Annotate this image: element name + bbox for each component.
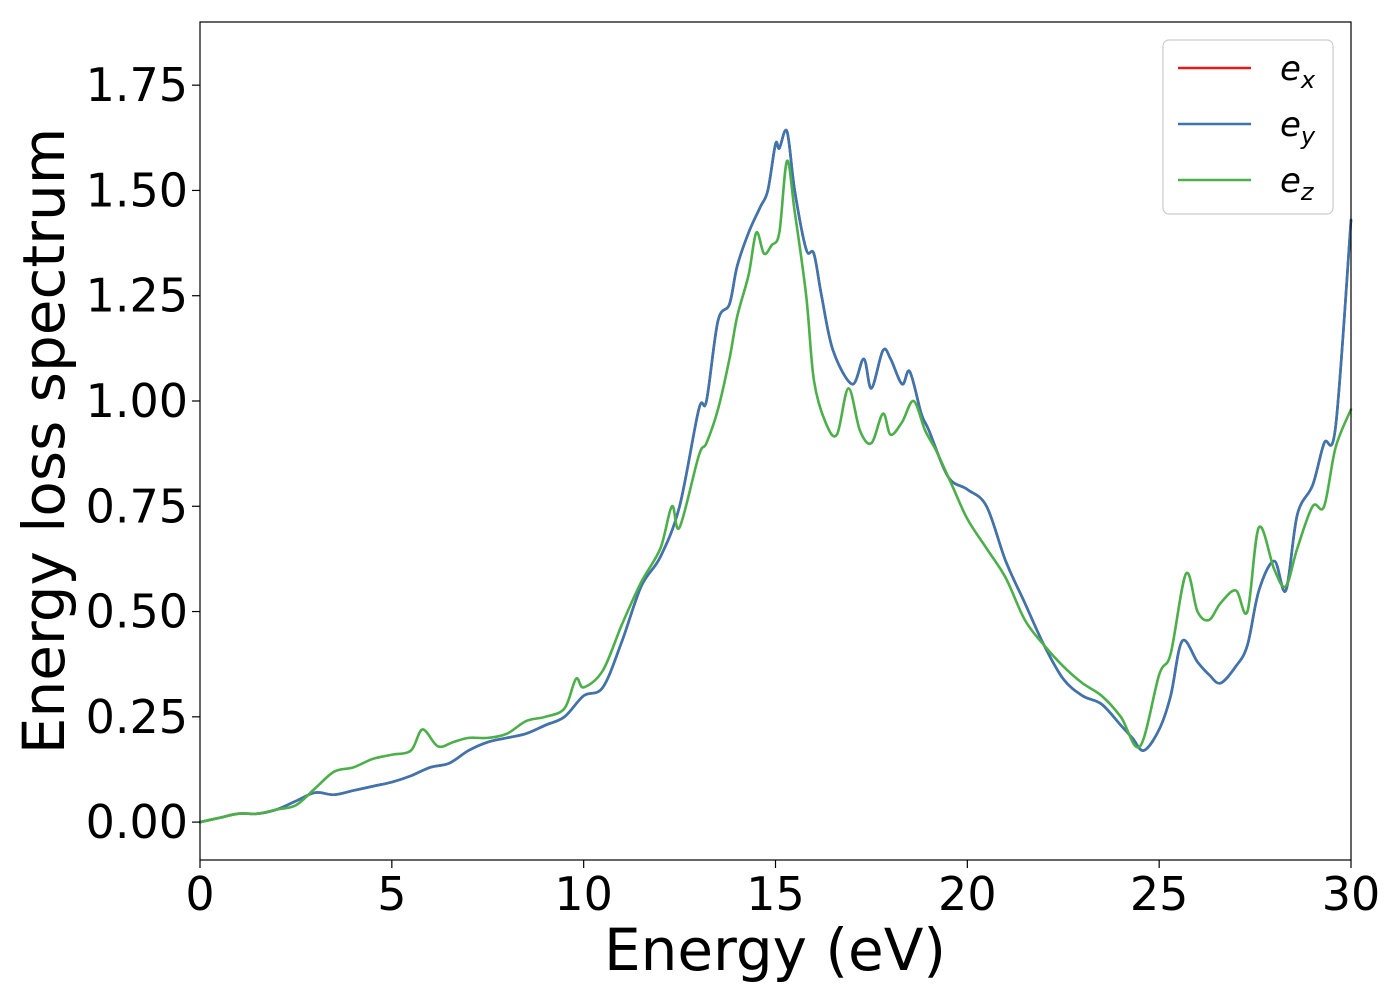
y-tick-label: 0.75 xyxy=(86,479,188,533)
legend-label-x: ex xyxy=(1280,49,1316,94)
x-tick-label: 0 xyxy=(185,867,214,921)
x-tick-label: 5 xyxy=(377,867,406,921)
y-tick-label: 0.50 xyxy=(86,585,188,639)
series-layer xyxy=(198,128,1353,824)
legend-label-y: ey xyxy=(1280,105,1316,150)
x-axis: 0 5 10 15 20 25 30 xyxy=(185,860,1380,921)
y-tick-label: 1.50 xyxy=(86,163,188,217)
series-line-z xyxy=(198,159,1353,824)
x-axis-title: Energy (eV) xyxy=(604,916,946,984)
y-axis: 0.00 0.25 0.50 0.75 1.00 1.25 1.50 1.75 xyxy=(86,58,200,849)
x-tick-label: 20 xyxy=(938,867,997,921)
y-tick-label: 1.25 xyxy=(86,269,188,323)
y-axis-title: Energy loss spectrum xyxy=(10,128,78,754)
x-tick-label: 30 xyxy=(1322,867,1381,921)
x-tick-label: 10 xyxy=(554,867,613,921)
x-tick-label: 15 xyxy=(746,867,805,921)
series-line-y xyxy=(198,128,1353,824)
y-tick-label: 1.00 xyxy=(86,374,188,428)
legend: ex ey ez xyxy=(1162,39,1334,215)
y-tick-label: 0.25 xyxy=(86,690,188,744)
y-tick-label: 1.75 xyxy=(86,58,188,112)
legend-label-z: ez xyxy=(1280,161,1315,206)
x-tick-label: 25 xyxy=(1130,867,1189,921)
series-line-x xyxy=(198,128,1353,824)
legend-box xyxy=(1162,39,1334,215)
y-tick-label: 0.00 xyxy=(86,795,188,849)
